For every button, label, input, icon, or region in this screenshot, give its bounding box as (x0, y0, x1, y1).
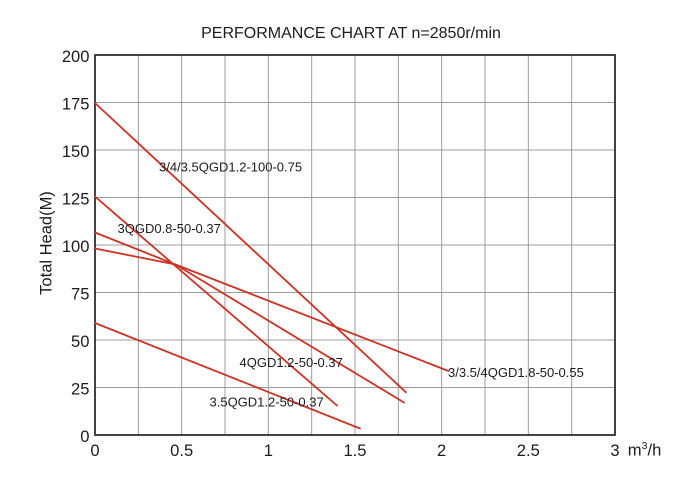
svg-text:50: 50 (71, 332, 89, 351)
svg-text:2: 2 (437, 441, 446, 460)
svg-text:4QGD1.2-50-0.37: 4QGD1.2-50-0.37 (240, 355, 343, 370)
svg-text:Total Head(M): Total Head(M) (38, 191, 56, 295)
svg-text:0: 0 (80, 427, 89, 446)
svg-text:3.5QGD1.2-50-0.37: 3.5QGD1.2-50-0.37 (210, 394, 324, 409)
svg-text:2.5: 2.5 (517, 441, 540, 460)
svg-text:1.5: 1.5 (343, 441, 366, 460)
svg-text:75: 75 (71, 285, 89, 304)
svg-text:PERFORMANCE CHART AT n=2850r/m: PERFORMANCE CHART AT n=2850r/min (201, 25, 501, 42)
svg-text:25: 25 (71, 380, 89, 399)
svg-text:175: 175 (62, 95, 90, 114)
svg-text:1: 1 (264, 441, 273, 460)
svg-text:0: 0 (90, 441, 99, 460)
svg-text:100: 100 (62, 237, 90, 256)
svg-text:0.5: 0.5 (170, 441, 193, 460)
svg-text:m3/h: m3/h (628, 440, 662, 460)
svg-text:3/3.5/4QGD1.8-50-0.55: 3/3.5/4QGD1.8-50-0.55 (448, 365, 584, 380)
svg-text:3/4/3.5QGD1.2-100-0.75: 3/4/3.5QGD1.2-100-0.75 (159, 160, 302, 175)
svg-text:150: 150 (62, 142, 90, 161)
svg-text:3: 3 (610, 441, 619, 460)
svg-text:3QGD0.8-50-0.37: 3QGD0.8-50-0.37 (118, 221, 221, 236)
svg-text:200: 200 (62, 47, 90, 66)
svg-text:125: 125 (62, 190, 90, 209)
